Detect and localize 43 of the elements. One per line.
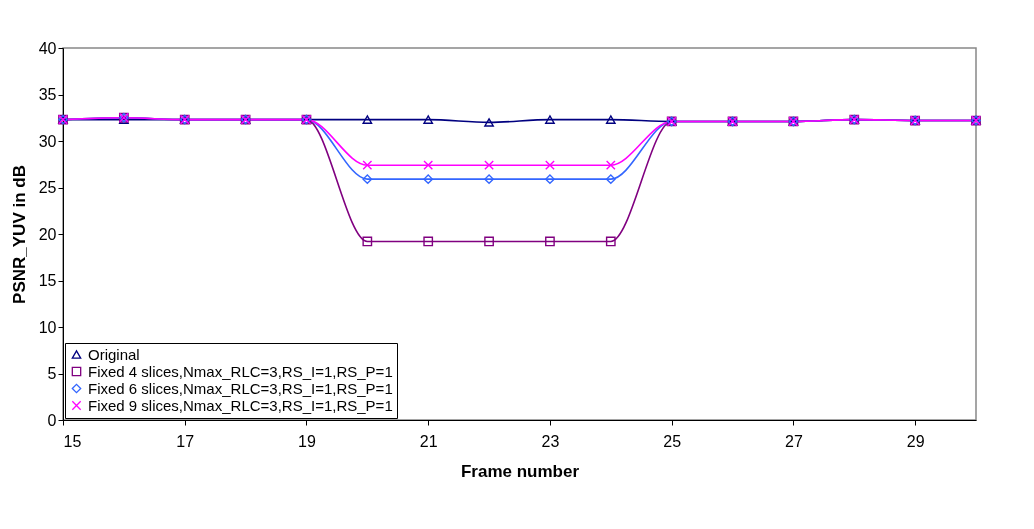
point: [605, 160, 616, 171]
legend-label: Fixed 4 slices,Nmax_RLC=3,RS_I=1,RS_P=1: [88, 362, 393, 380]
legend-label: Fixed 9 slices,Nmax_RLC=3,RS_I=1,RS_P=1: [88, 396, 393, 414]
point: [484, 160, 494, 171]
point: [605, 174, 616, 185]
point: [362, 115, 373, 124]
point: [605, 115, 616, 124]
point: [605, 236, 616, 247]
point: [423, 236, 434, 247]
y-tick-label: 10: [38, 318, 57, 336]
point: [423, 174, 434, 185]
y-tick-label: 0: [47, 411, 57, 429]
point: [484, 236, 494, 247]
y-tick-label: 5: [47, 365, 57, 382]
point: [484, 118, 494, 127]
point: [423, 115, 434, 124]
x-tick-label: 23: [541, 432, 560, 450]
x-tick-label: 29: [906, 432, 925, 450]
x-tick-label: 21: [419, 432, 438, 450]
legend-label: Fixed 6 slices,Nmax_RLC=3,RS_I=1,RS_P=1: [88, 379, 393, 397]
point: [545, 160, 555, 171]
point: [545, 115, 555, 124]
point: [545, 174, 555, 185]
x-tick-label: 25: [663, 432, 682, 450]
y-tick-label: 25: [38, 179, 57, 196]
x-tick-label: 19: [298, 432, 316, 450]
y-tick-label: 30: [38, 132, 57, 150]
x-tick-label: 17: [176, 432, 195, 450]
x-tick-label: 15: [63, 432, 82, 450]
y-tick-label: 20: [38, 225, 57, 243]
point: [423, 160, 434, 171]
x-axis-title: Frame number: [460, 461, 580, 481]
y-axis-title: PSNR_YUV in dB: [9, 165, 29, 304]
y-tick-label: 40: [38, 39, 57, 57]
point: [484, 174, 494, 185]
point: [362, 236, 373, 247]
y-tick-label: 15: [38, 272, 57, 289]
point: [545, 236, 555, 247]
legend-label: Original: [88, 345, 140, 363]
point: [362, 174, 373, 185]
y-tick-label: 35: [38, 86, 57, 103]
x-tick-label: 27: [785, 432, 803, 450]
point: [362, 160, 373, 171]
